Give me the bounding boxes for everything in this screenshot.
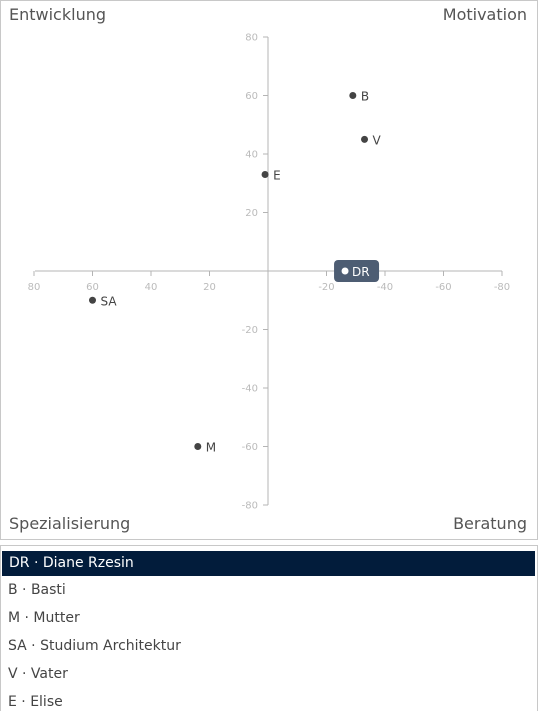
y-tick-label: 80 [245, 33, 258, 44]
point-label: V [373, 133, 382, 147]
data-point-e [261, 170, 269, 178]
highlight-badge [334, 260, 380, 282]
list-item[interactable]: M · Mutter [8, 610, 80, 626]
quadrant-label-top-left: Entwicklung [9, 5, 106, 24]
quadrant-label-bottom-right: Beratung [453, 514, 527, 533]
point-label: E [273, 168, 281, 182]
x-tick-label: -60 [435, 282, 451, 293]
quadrant-chart-panel: Entwicklung Motivation Spezialisierung B… [0, 0, 538, 540]
x-tick-label: -40 [377, 282, 393, 293]
point-label: M [206, 441, 216, 455]
point-label: SA [101, 294, 118, 308]
y-tick-label: 60 [245, 91, 258, 102]
list-item[interactable]: DR · Diane Rzesin [2, 551, 535, 576]
quadrant-label-bottom-left: Spezialisierung [9, 514, 131, 533]
x-tick-label: 20 [203, 282, 216, 293]
point-label: B [361, 90, 369, 104]
data-point-sa [89, 296, 96, 304]
data-point-m [194, 443, 202, 450]
data-point-dr [341, 267, 349, 275]
list-item[interactable]: SA · Studium Architektur [8, 638, 181, 654]
data-point-b [349, 92, 357, 99]
y-tick-label: -20 [242, 325, 258, 336]
list-item[interactable]: B · Basti [8, 582, 66, 598]
y-tick-label: -80 [242, 501, 258, 512]
point-label: DR [352, 265, 370, 279]
x-tick-label: -20 [318, 282, 334, 293]
list-item[interactable]: V · Vater [8, 666, 68, 682]
y-tick-label: -60 [242, 442, 258, 453]
y-tick-label: 20 [245, 208, 258, 219]
quadrant-label-top-right: Motivation [442, 5, 527, 24]
x-tick-label: 80 [28, 282, 41, 293]
x-tick-label: -80 [494, 282, 510, 293]
person-list: DR · Diane Rzesin B · Basti M · Mutter SA ·… [0, 545, 538, 711]
scatter-chart: 80 60 40 20 -20 -40 -60 -80 80 60 40 20 -20 -40 -60 -80… [28, 33, 511, 512]
x-tick-label: 40 [145, 282, 158, 293]
y-tick-label: 40 [245, 150, 258, 161]
x-tick-label: 60 [86, 282, 99, 293]
y-tick-label: -40 [242, 384, 258, 395]
data-point-v [361, 135, 369, 143]
list-item[interactable]: E · Elise [8, 694, 63, 710]
